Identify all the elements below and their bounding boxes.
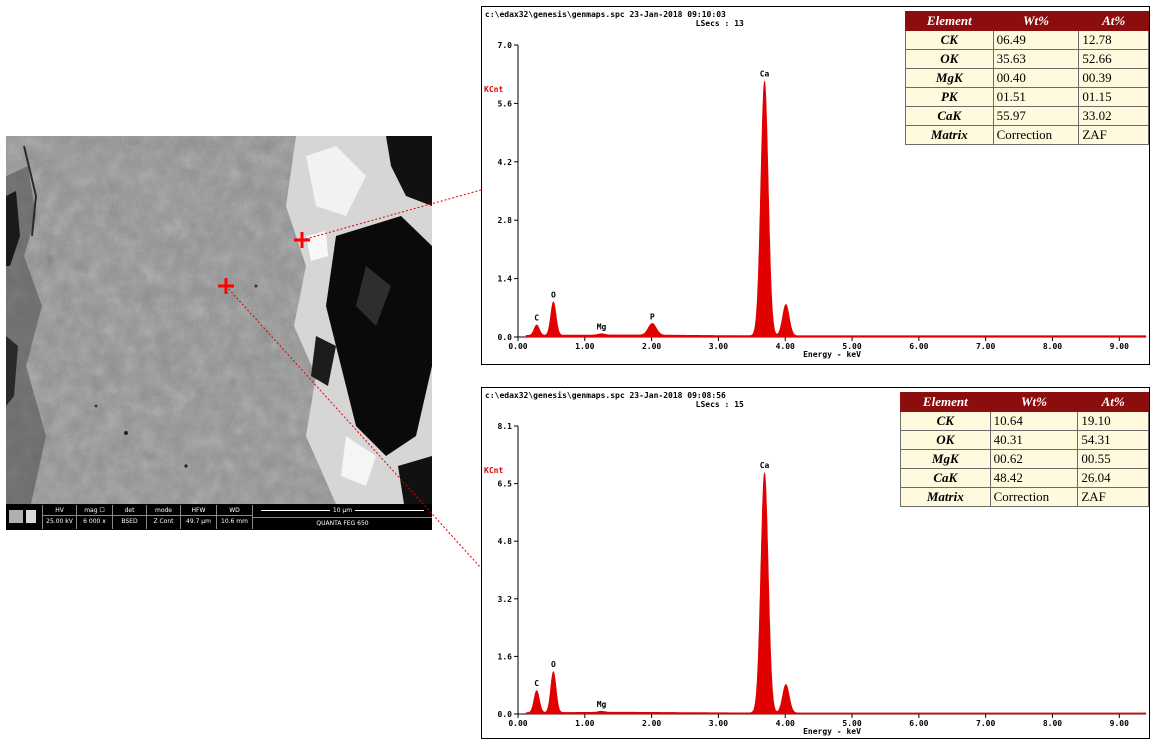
peak-label-o: O — [551, 660, 556, 669]
edx-spectrum-panel-1: 0.0 1.4 2.8 4.2 5.6 7.0 KCnt 0.00 1.00 2.00 3.00 4.… — [481, 6, 1150, 365]
x-tick-label: 0.00 — [508, 719, 527, 728]
x-axis-label: Energy - keV — [803, 350, 861, 359]
y-tick-label: 8.1 — [498, 422, 513, 431]
edx-spectrum-chart-1: 0.0 1.4 2.8 4.2 5.6 7.0 KCnt 0.00 1.00 2.00 3.00 4.… — [484, 41, 1147, 359]
scale-label: 10 µm — [329, 507, 356, 514]
peak-label-p: P — [650, 312, 655, 321]
table-row: PK 01.51 01.15 — [905, 87, 1149, 107]
sem-info-hfw: HFW 49.7 µm — [180, 505, 216, 529]
y-tick-label: 7.0 — [498, 41, 513, 50]
sem-info-mode: mode Z Cont — [146, 505, 180, 529]
y-tick-label: 1.4 — [498, 275, 513, 284]
spectrum-header-1: c:\edax32\genesis\genmaps.spc 23-Jan-201… — [485, 10, 744, 28]
x-tick-label: 5.00 — [842, 342, 861, 351]
composition-table-1: Element Wt% At% CK 06.49 12.78 OK 35.63 52.6… — [905, 11, 1149, 145]
x-tick-label: 6.00 — [909, 719, 928, 728]
instrument-label: QUANTA FEG 650 — [253, 517, 432, 530]
peak-label-c: C — [534, 314, 539, 323]
spectrum-series — [525, 80, 1147, 338]
table-header-row: Element Wt% At% — [905, 11, 1149, 31]
x-tick-label: 7.00 — [976, 342, 995, 351]
table-header-row: Element Wt% At% — [900, 392, 1149, 412]
x-tick-label: 4.00 — [776, 342, 795, 351]
x-tick-label: 9.00 — [1110, 342, 1129, 351]
table-row: CaK 55.97 33.02 — [905, 106, 1149, 126]
x-tick-label: 4.00 — [776, 719, 795, 728]
table-row: Matrix Correction ZAF — [900, 487, 1149, 507]
y-tick-label: 3.2 — [498, 595, 513, 604]
y-tick-label: 0.0 — [498, 710, 513, 719]
y-tick-label: 4.2 — [498, 158, 513, 167]
sem-scale-bar: 10 µm QUANTA FEG 650 — [252, 505, 432, 529]
y-tick-label: 4.8 — [498, 537, 513, 546]
table-row: CK 10.64 19.10 — [900, 411, 1149, 431]
table-row: MgK 00.62 00.55 — [900, 449, 1149, 469]
spectrum-header-2: c:\edax32\genesis\genmaps.spc 23-Jan-201… — [485, 391, 744, 409]
composition-table-2: Element Wt% At% CK 10.64 19.10 OK 40.31 54.3… — [900, 392, 1149, 507]
sem-micrograph — [6, 136, 432, 504]
table-row: MgK 00.40 00.39 — [905, 68, 1149, 88]
table-row: CaK 48.42 26.04 — [900, 468, 1149, 488]
x-tick-label: 1.00 — [575, 342, 594, 351]
y-tick-label: 0.0 — [498, 333, 513, 342]
x-tick-label: 0.00 — [508, 342, 527, 351]
x-tick-label: 5.00 — [842, 719, 861, 728]
x-tick-label: 8.00 — [1043, 342, 1062, 351]
peak-label-ca: Ca — [760, 461, 770, 470]
x-tick-label: 7.00 — [976, 719, 995, 728]
peak-label-o: O — [551, 291, 556, 300]
peak-label-ca: Ca — [760, 70, 770, 79]
table-row: OK 40.31 54.31 — [900, 430, 1149, 450]
sem-info-mag: mag ☐ 6 000 x — [76, 505, 112, 529]
peak-label-c: C — [534, 679, 539, 688]
edx-spectrum-chart-2: 0.0 1.6 3.2 4.8 6.5 8.1 KCnt 0.00 1.00 2.00 3.00 4.… — [484, 422, 1147, 736]
x-tick-label: 3.00 — [709, 342, 728, 351]
x-axis-label: Energy - keV — [803, 727, 861, 736]
x-tick-label: 2.00 — [642, 342, 661, 351]
fei-logo-mark-icon — [26, 510, 36, 523]
peak-label-mg: Mg — [597, 700, 607, 709]
y-tick-label: 1.6 — [498, 652, 513, 661]
x-tick-label: 8.00 — [1043, 719, 1062, 728]
x-tick-label: 3.00 — [709, 719, 728, 728]
peak-label-mg: Mg — [597, 323, 607, 332]
sem-info-det: det BSED — [112, 505, 146, 529]
x-tick-label: 6.00 — [909, 342, 928, 351]
edx-spectrum-panel-2: 0.0 1.6 3.2 4.8 6.5 8.1 KCnt 0.00 1.00 2.00 3.00 4.… — [481, 387, 1150, 739]
x-tick-label: 1.00 — [575, 719, 594, 728]
y-axis-label: KCnt — [484, 85, 503, 94]
y-tick-label: 2.8 — [498, 216, 513, 225]
x-tick-label: 9.00 — [1110, 719, 1129, 728]
x-tick-label: 2.00 — [642, 719, 661, 728]
table-row: Matrix Correction ZAF — [905, 125, 1149, 145]
spectrum-series — [525, 471, 1147, 715]
y-tick-label: 6.5 — [498, 480, 513, 489]
y-axis-label: KCnt — [484, 466, 503, 475]
table-row: CK 06.49 12.78 — [905, 30, 1149, 50]
sem-info-hv: HV 25.00 kV — [42, 505, 76, 529]
table-row: OK 35.63 52.66 — [905, 49, 1149, 69]
y-tick-label: 5.6 — [498, 99, 513, 108]
sem-info-wd: WD 10.6 mm — [216, 505, 252, 529]
sem-info-bar: HV 25.00 kV mag ☐ 6 000 x det BSED mode … — [6, 504, 432, 530]
fei-logo-icon — [9, 510, 23, 523]
